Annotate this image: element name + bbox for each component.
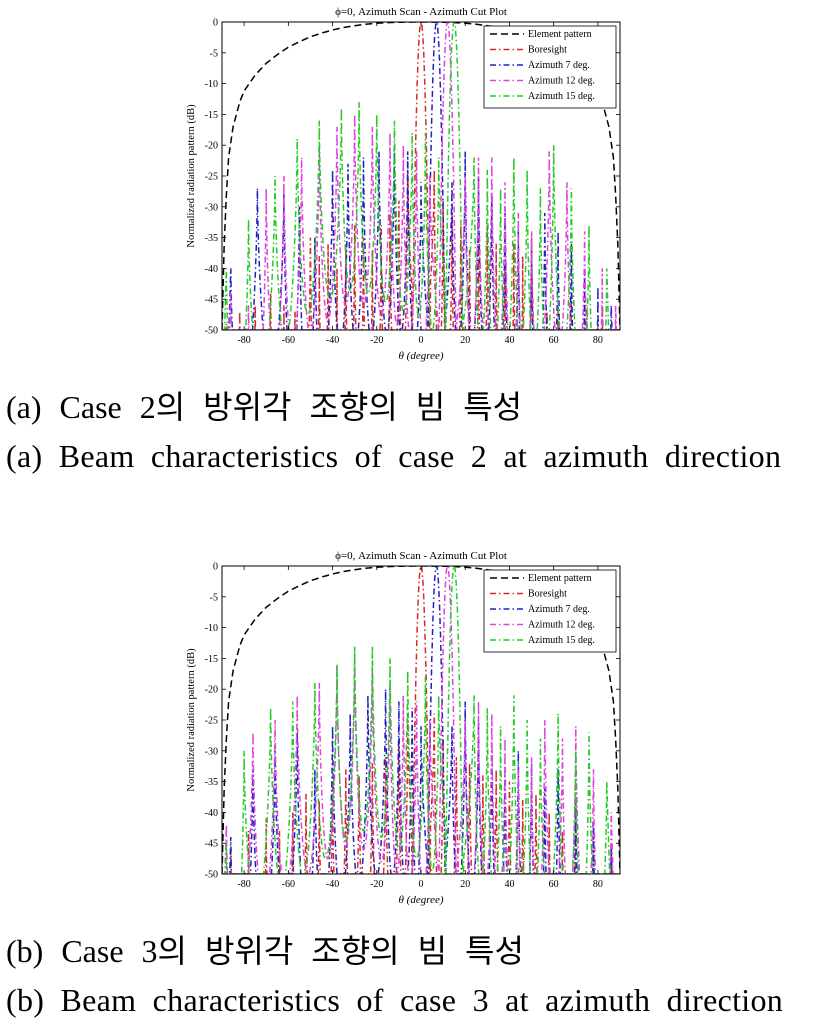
x-tick-label: -40 bbox=[326, 335, 339, 346]
y-tick-label: -35 bbox=[205, 233, 218, 244]
y-tick-label: -10 bbox=[205, 79, 218, 90]
x-tick-label: 20 bbox=[460, 879, 470, 890]
y-tick-label: -20 bbox=[205, 685, 218, 696]
y-tick-label: -45 bbox=[205, 839, 218, 850]
y-tick-label: -10 bbox=[205, 623, 218, 634]
y-tick-label: -45 bbox=[205, 295, 218, 306]
chart-title: ϕ=0, Azimuth Scan - Azimuth Cut Plot bbox=[335, 6, 507, 18]
legend: Element pattern Boresight Azimuth 7 deg. Az… bbox=[483, 25, 617, 109]
y-tick-label: -5 bbox=[210, 48, 218, 59]
legend-box bbox=[483, 25, 617, 109]
x-tick-label: 80 bbox=[593, 335, 603, 346]
caption-b-korean: (b) Case 3의 방위각 조향의 빔 특성 bbox=[6, 933, 524, 969]
y-tick-label: -50 bbox=[205, 870, 218, 881]
x-tick-label: 60 bbox=[549, 335, 559, 346]
x-tick-label: 80 bbox=[593, 879, 603, 890]
y-tick-label: -40 bbox=[205, 808, 218, 819]
y-tick-label: -35 bbox=[205, 777, 218, 788]
x-tick-label: 0 bbox=[419, 335, 424, 346]
x-tick-label: 0 bbox=[419, 879, 424, 890]
y-tick-label: -50 bbox=[205, 326, 218, 337]
x-tick-label: 20 bbox=[460, 335, 470, 346]
legend-entry: Boresight bbox=[528, 589, 567, 600]
y-tick-label: -25 bbox=[205, 716, 218, 727]
series-line-azimuth-7-deg bbox=[222, 566, 620, 874]
chart-a: ϕ=0, Azimuth Scan - Azimuth Cut Plot -80 -… bbox=[186, 6, 621, 362]
x-tick-label: -20 bbox=[370, 879, 383, 890]
caption-a-english: (a) Beam characteristics of case 2 at az… bbox=[6, 438, 782, 474]
legend-entry: Azimuth 12 deg. bbox=[528, 620, 595, 631]
x-tick-label: -80 bbox=[237, 335, 250, 346]
y-tick-label: -40 bbox=[205, 264, 218, 275]
x-tick-label: -80 bbox=[237, 879, 250, 890]
series-line-element-pattern bbox=[222, 22, 620, 330]
y-axis-label: Normalized radiation pattern (dB) bbox=[186, 648, 197, 792]
y-tick-label: -30 bbox=[205, 746, 218, 757]
y-tick-label: 0 bbox=[213, 562, 218, 573]
legend-entry: Element pattern bbox=[528, 573, 592, 584]
x-axis-label: θ (degree) bbox=[399, 350, 444, 362]
series-line-element-pattern bbox=[222, 566, 620, 874]
y-tick-label: 0 bbox=[213, 18, 218, 29]
chart-title: ϕ=0, Azimuth Scan - Azimuth Cut Plot bbox=[335, 550, 507, 562]
legend-entry: Azimuth 7 deg. bbox=[528, 604, 590, 615]
x-tick-label: 40 bbox=[504, 879, 514, 890]
legend: Element pattern Boresight Azimuth 7 deg. Az… bbox=[483, 569, 617, 653]
x-tick-label: 40 bbox=[504, 335, 514, 346]
x-tick-label: 60 bbox=[549, 879, 559, 890]
series-line-azimuth-7-deg bbox=[222, 22, 620, 330]
y-tick-label: -20 bbox=[205, 141, 218, 152]
legend-entry: Azimuth 7 deg. bbox=[528, 60, 590, 71]
caption-a-korean: (a) Case 2의 방위각 조향의 빔 특성 bbox=[6, 389, 523, 425]
y-tick-label: -30 bbox=[205, 202, 218, 213]
y-axis-label: Normalized radiation pattern (dB) bbox=[186, 104, 197, 248]
x-axis-label: θ (degree) bbox=[399, 894, 444, 906]
legend-entry: Azimuth 15 deg. bbox=[528, 635, 595, 646]
x-tick-label: -60 bbox=[282, 879, 295, 890]
x-tick-label: -60 bbox=[282, 335, 295, 346]
legend-box bbox=[483, 569, 617, 653]
legend-entry: Boresight bbox=[528, 45, 567, 56]
x-tick-label: -40 bbox=[326, 879, 339, 890]
y-tick-label: -25 bbox=[205, 172, 218, 183]
legend-entry: Azimuth 12 deg. bbox=[528, 76, 595, 87]
y-tick-label: -15 bbox=[205, 110, 218, 121]
legend-entry: Element pattern bbox=[528, 29, 592, 40]
legend-entry: Azimuth 15 deg. bbox=[528, 91, 595, 102]
caption-b-english: (b) Beam characteristics of case 3 at az… bbox=[6, 982, 784, 1018]
chart-b: ϕ=0, Azimuth Scan - Azimuth Cut Plot -80 -… bbox=[186, 550, 621, 906]
y-tick-label: -15 bbox=[205, 654, 218, 665]
x-tick-label: -20 bbox=[370, 335, 383, 346]
y-tick-label: -5 bbox=[210, 592, 218, 603]
